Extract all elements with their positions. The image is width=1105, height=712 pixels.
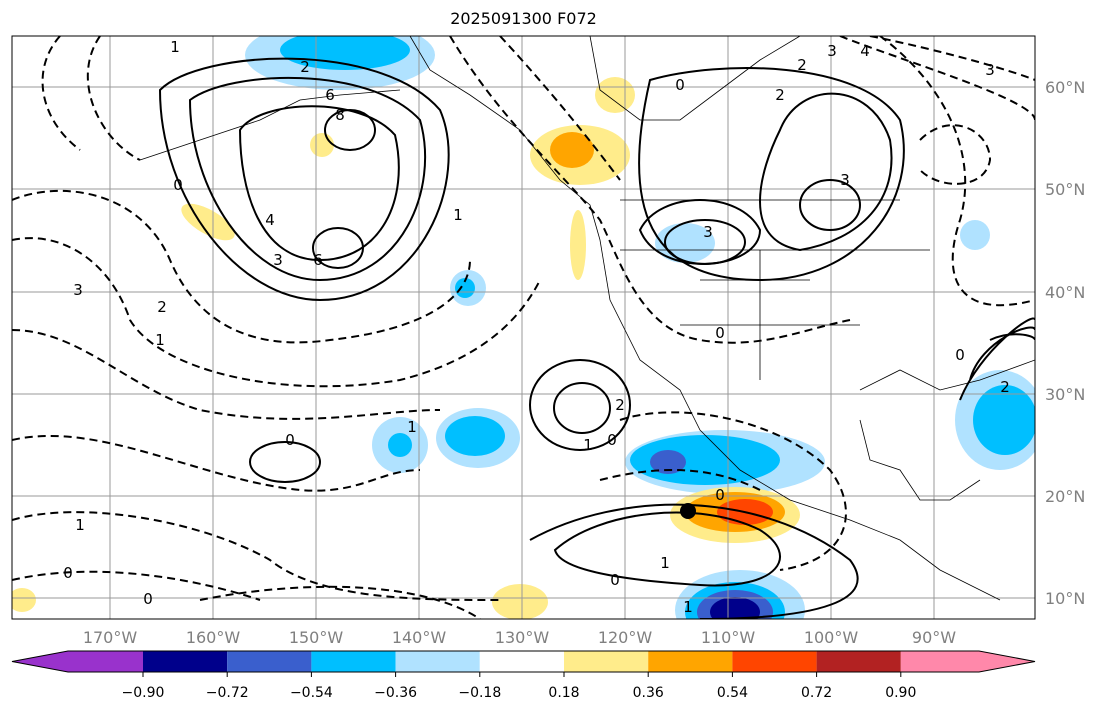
svg-text:0: 0 — [63, 564, 73, 582]
svg-text:120°W: 120°W — [598, 628, 653, 647]
colorbar-segment — [12, 651, 143, 672]
svg-text:2: 2 — [615, 396, 625, 414]
svg-text:8: 8 — [335, 106, 345, 124]
colorbar-segment — [143, 651, 228, 672]
svg-text:0: 0 — [607, 431, 617, 449]
colorbar-segment — [816, 651, 901, 672]
svg-text:0: 0 — [955, 346, 965, 364]
colorbar-segment — [900, 651, 1035, 672]
svg-text:3: 3 — [840, 171, 850, 189]
colorbar-tick-label: −0.72 — [206, 685, 249, 701]
svg-text:2: 2 — [1000, 378, 1010, 396]
svg-text:170°W: 170°W — [83, 628, 138, 647]
colorbar-tick-label: −0.36 — [374, 685, 417, 701]
svg-text:10°N: 10°N — [1045, 589, 1085, 608]
svg-text:0: 0 — [143, 590, 153, 608]
colorbar-segment — [311, 651, 396, 672]
svg-text:3: 3 — [273, 251, 283, 269]
svg-text:2: 2 — [775, 86, 785, 104]
longitude-labels: 170°W 160°W 150°W 140°W 130°W 120°W 110°… — [83, 628, 956, 647]
contour-labels: 1 2 6 8 4 3 6 0 3 2 1 0 0 2 3 1 3 0 2 1 … — [63, 38, 1010, 616]
colorbar-tick-label: −0.18 — [458, 685, 501, 701]
svg-text:150°W: 150°W — [289, 628, 344, 647]
svg-text:50°N: 50°N — [1045, 180, 1085, 199]
svg-text:2: 2 — [157, 298, 167, 316]
svg-text:160°W: 160°W — [186, 628, 241, 647]
colorbar-tick-label: 0.18 — [548, 685, 579, 701]
map-area: 1 2 6 8 4 3 6 0 3 2 1 0 0 2 3 1 3 0 2 1 … — [12, 36, 1035, 619]
svg-text:0: 0 — [173, 176, 183, 194]
svg-text:6: 6 — [325, 86, 335, 104]
colorbar-tick-label: −0.54 — [290, 685, 333, 701]
colorbar-segment — [732, 651, 817, 672]
svg-text:0: 0 — [610, 571, 620, 589]
svg-text:0: 0 — [285, 431, 295, 449]
svg-text:0: 0 — [715, 486, 725, 504]
svg-text:3: 3 — [985, 61, 995, 79]
contours-solid — [158, 57, 1035, 619]
svg-text:140°W: 140°W — [392, 628, 447, 647]
svg-text:2: 2 — [797, 56, 807, 74]
colorbar-tick-label: 0.54 — [717, 685, 748, 701]
svg-text:6: 6 — [313, 251, 323, 269]
svg-text:0: 0 — [675, 76, 685, 94]
svg-text:40°N: 40°N — [1045, 283, 1085, 302]
colorbar-tick-label: 0.90 — [885, 685, 916, 701]
svg-text:130°W: 130°W — [495, 628, 550, 647]
storm-center-marker — [680, 503, 696, 519]
svg-text:1: 1 — [170, 38, 180, 56]
svg-text:90°W: 90°W — [912, 628, 956, 647]
svg-text:30°N: 30°N — [1045, 385, 1085, 404]
svg-text:2: 2 — [300, 58, 310, 76]
colorbar-tick-label: 0.72 — [801, 685, 832, 701]
anomaly-shading — [12, 36, 1035, 619]
colorbar-segment — [479, 651, 564, 672]
svg-text:4: 4 — [265, 211, 275, 229]
svg-text:1: 1 — [407, 418, 417, 436]
colorbar-segment — [395, 651, 480, 672]
svg-text:1: 1 — [660, 554, 670, 572]
colorbar-outline — [11, 650, 1036, 673]
colorbar-segment — [227, 651, 312, 672]
colorbar-tick-label: 0.36 — [633, 685, 664, 701]
svg-text:110°W: 110°W — [701, 628, 756, 647]
svg-text:3: 3 — [827, 42, 837, 60]
colorbar-segment — [648, 651, 733, 672]
svg-text:4: 4 — [860, 42, 870, 60]
colorbar: −0.90 −0.72 −0.54 −0.36 −0.18 0.18 0.36 0.54 0.7… — [11, 650, 1036, 701]
svg-text:1: 1 — [155, 331, 165, 349]
colorbar-segment — [564, 651, 649, 672]
colorbar-tick-label: −0.90 — [122, 685, 165, 701]
svg-text:1: 1 — [453, 206, 463, 224]
latitude-labels: 60°N 50°N 40°N 30°N 20°N 10°N — [1045, 78, 1085, 608]
svg-text:60°N: 60°N — [1045, 78, 1085, 97]
svg-text:20°N: 20°N — [1045, 487, 1085, 506]
svg-text:1: 1 — [583, 436, 593, 454]
svg-text:100°W: 100°W — [804, 628, 859, 647]
svg-text:3: 3 — [703, 223, 713, 241]
map-frame — [11, 35, 1036, 620]
svg-text:1: 1 — [683, 598, 693, 616]
svg-text:3: 3 — [73, 281, 83, 299]
svg-text:0: 0 — [715, 324, 725, 342]
map-title: 2025091300 F072 — [450, 9, 597, 28]
contours-dashed — [12, 36, 1035, 619]
svg-text:1: 1 — [75, 516, 85, 534]
